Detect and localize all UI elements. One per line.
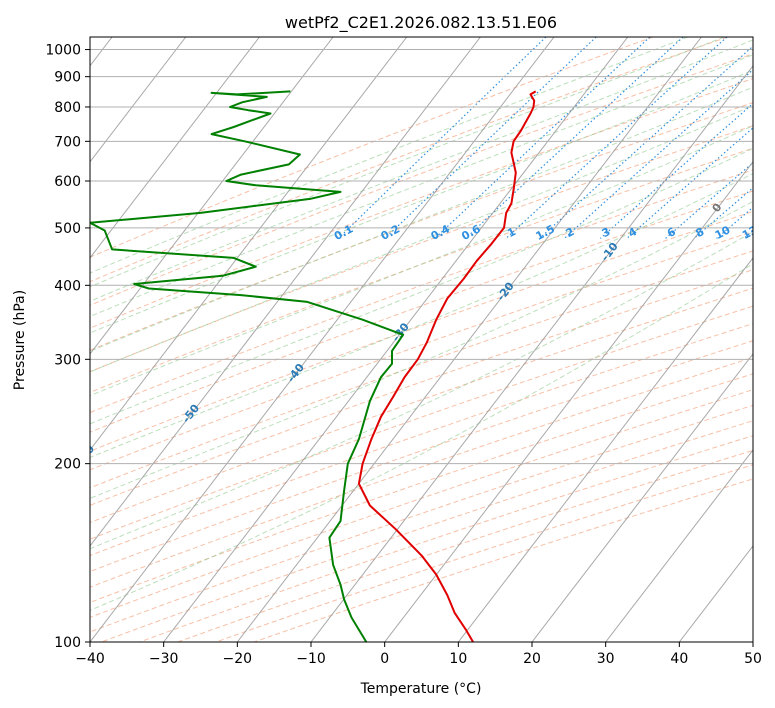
mixing-ratio-line (338, 37, 547, 239)
background-lines (90, 37, 753, 642)
moist-adiabat (90, 173, 753, 458)
isotherm-line (531, 353, 753, 642)
isotherm-label: -60 (75, 442, 98, 466)
x-tick-label: −10 (296, 651, 326, 667)
moist-adiabat (90, 54, 753, 318)
dry-adiabat (90, 125, 753, 373)
dry-adiabat (90, 373, 753, 603)
mixing-ratio-line (626, 127, 753, 239)
x-tick-label: 40 (670, 651, 688, 667)
y-tick-label: 400 (54, 278, 81, 294)
y-tick-label: 100 (54, 635, 81, 651)
mixing-ratio-line (539, 45, 753, 239)
y-axis-title: Pressure (hPa) (12, 290, 28, 390)
dry-adiabat (90, 269, 753, 506)
axes: −40 −30 −20 −10 0 10 20 30 40 50 100 200 300 400 500 60… (45, 43, 762, 667)
dry-adiabat (90, 340, 753, 573)
plot-background (90, 37, 753, 642)
isotherm-line (90, 37, 555, 642)
isotherm-line (90, 37, 260, 259)
moist-adiabat (90, 125, 753, 397)
dry-adiabat (90, 356, 753, 588)
y-tick-label: 300 (54, 352, 81, 368)
y-tick-label: 900 (54, 70, 81, 86)
x-tick-label: −20 (223, 651, 253, 667)
moist-adiabat (90, 69, 753, 334)
isotherm-line (457, 257, 753, 642)
y-tick-label: 1000 (45, 43, 81, 59)
moist-adiabat (90, 200, 753, 499)
dry-adiabat (90, 210, 753, 452)
x-tick-label: 20 (523, 651, 541, 667)
isotherm-line (310, 64, 753, 642)
profile-line-1 (357, 90, 537, 642)
x-tick-label: 50 (744, 651, 762, 667)
plot-frame (89, 36, 754, 643)
mixing-ratio-label: 10 (713, 223, 733, 242)
isotherm-line (90, 37, 334, 355)
x-tick-label: 0 (380, 651, 389, 667)
dry-adiabat (90, 190, 753, 433)
dry-adiabat (90, 323, 753, 557)
y-tick-label: 700 (54, 134, 81, 150)
chart-title: wetPf2_C2E1.2026.082.13.51.E06 (285, 13, 557, 33)
dry-adiabat (90, 305, 753, 540)
dry-adiabat (90, 250, 753, 489)
y-tick-label: 200 (54, 457, 81, 473)
isotherm-line (90, 37, 408, 451)
mixing-ratio-line (465, 37, 684, 239)
isotherm-line (605, 449, 753, 642)
x-tick-label: −40 (75, 651, 105, 667)
y-tick-label: 800 (54, 100, 81, 116)
mixing-ratio-line (505, 37, 728, 239)
dry-adiabat (90, 389, 753, 618)
y-tick-label: 500 (54, 221, 81, 237)
moist-adiabat (90, 231, 753, 550)
mixing-ratio-label: 13 (740, 223, 760, 242)
isotherm-line (384, 161, 753, 642)
dry-adiabat (90, 53, 753, 306)
x-tick-label: −30 (149, 651, 179, 667)
mixing-ratio-line (693, 187, 753, 239)
profile-series (90, 90, 537, 642)
dry-adiabat (90, 169, 753, 414)
profile-line-2 (90, 90, 405, 642)
isotherm-line (163, 37, 629, 642)
y-tick-label: 600 (54, 174, 81, 190)
isotherm-line (236, 37, 702, 642)
x-axis-title: Temperature (°C) (360, 681, 482, 697)
mixing-ratio-line (384, 37, 597, 239)
mixing-ratio-line (563, 68, 753, 239)
x-tick-label: 30 (597, 651, 615, 667)
isotherm-line (90, 37, 187, 163)
moist-adiabat (90, 39, 753, 302)
x-tick-label: 10 (449, 651, 467, 667)
dry-adiabat (90, 287, 753, 524)
dry-adiabat (90, 37, 654, 258)
isotherm-line (90, 37, 481, 547)
